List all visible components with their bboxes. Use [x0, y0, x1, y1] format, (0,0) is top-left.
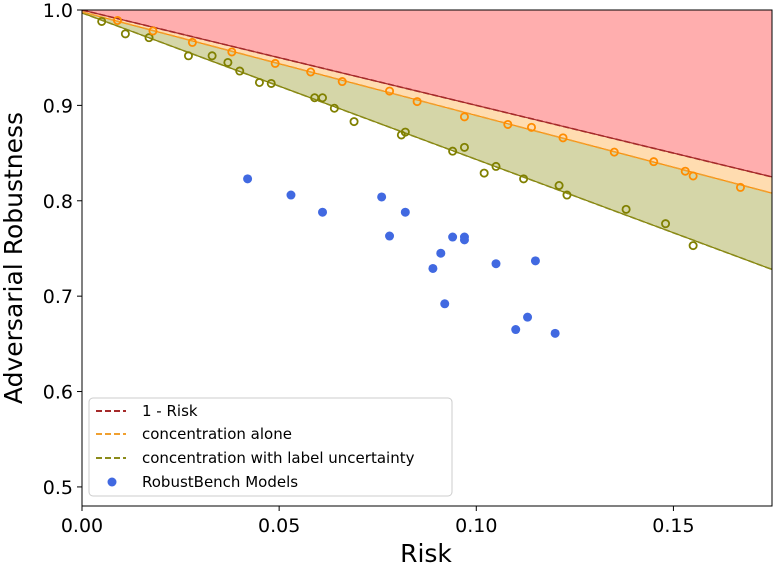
y-axis-title: Adversarial Robustness [0, 112, 28, 404]
robustbench-point [448, 232, 458, 242]
concentration-point [385, 86, 395, 96]
label-uncertainty-point [519, 174, 529, 184]
robustbench-point [511, 325, 521, 335]
label-uncertainty-point [207, 51, 217, 61]
robustbench-point [523, 312, 533, 322]
concentration-point [558, 133, 568, 143]
concentration-point [337, 77, 347, 87]
concentration-point [649, 157, 659, 167]
concentration-point [503, 119, 513, 129]
concentration-point [609, 147, 619, 157]
concentration-point [412, 97, 422, 107]
robustbench-point [550, 328, 560, 338]
label-uncertainty-point [120, 29, 130, 39]
x-tick-label: 0.15 [652, 515, 694, 537]
label-uncertainty-point [448, 146, 458, 156]
y-axis: 0.5 0.6 0.7 0.8 0.9 1.0 [43, 0, 82, 499]
line-risk-dashed [82, 10, 772, 178]
robustbench-point [491, 259, 501, 269]
robustbench-point [440, 299, 450, 309]
legend-label-risk: 1 - Risk [142, 402, 198, 420]
robustbench-point [400, 207, 410, 217]
concentration-point [187, 37, 197, 47]
concentration-point [735, 182, 745, 192]
label-uncertainty-point [329, 103, 339, 113]
x-tick-label: 0.10 [455, 515, 497, 537]
label-uncertainty-point [97, 16, 107, 26]
line-label-uncertainty-dashed [82, 12, 772, 271]
y-tick-label: 0.6 [43, 382, 73, 404]
concentration-point [270, 58, 280, 68]
concentration-point [148, 26, 158, 36]
y-tick-label: 1.0 [43, 0, 73, 22]
label-uncertainty-point [554, 181, 564, 191]
robustbench-point [530, 256, 540, 266]
robustbench-point [459, 235, 469, 245]
robustbench-point [377, 192, 387, 202]
robustbench-point [385, 231, 395, 241]
concentration-point [680, 166, 690, 176]
label-uncertainty-point [318, 93, 328, 103]
robustbench-point [318, 207, 328, 217]
concentration-point [459, 112, 469, 122]
label-uncertainty-point [223, 57, 233, 67]
label-uncertainty-point [459, 142, 469, 152]
concentration-point [112, 15, 122, 25]
plot-frame [81, 9, 773, 507]
robustbench-point [436, 248, 446, 258]
legend-label-robustbench: RobustBench Models [142, 473, 298, 491]
robustbench-point [243, 174, 253, 184]
label-uncertainty-point [562, 190, 572, 200]
x-tick-label: 0.05 [258, 515, 300, 537]
label-uncertainty-point [661, 219, 671, 229]
label-uncertainty-point [349, 117, 359, 127]
legend-label-label-uncertainty: concentration with label uncertainty [142, 449, 415, 467]
robustbench-point [428, 263, 438, 273]
label-uncertainty-point [266, 78, 276, 88]
concentration-point [227, 47, 237, 57]
label-uncertainty-point [235, 66, 245, 76]
x-axis-title: Risk [400, 539, 452, 566]
y-tick-label: 0.9 [43, 95, 73, 117]
label-uncertainty-point [400, 127, 410, 137]
y-tick-label: 0.7 [43, 286, 73, 308]
series-markers [97, 15, 745, 338]
concentration-point [306, 67, 316, 77]
x-tick-label: 0.00 [61, 515, 103, 537]
legend-box [88, 397, 453, 497]
label-uncertainty-point [183, 51, 193, 61]
concentration-point [688, 171, 698, 181]
label-uncertainty-point [688, 241, 698, 251]
robustbench-point [286, 190, 296, 200]
y-tick-label: 0.8 [43, 191, 73, 213]
label-uncertainty-point [254, 77, 264, 87]
label-uncertainty-point [621, 204, 631, 214]
legend-label-concentration: concentration alone [142, 425, 292, 443]
concentration-point [526, 122, 536, 132]
label-uncertainty-point [144, 33, 154, 43]
y-tick-label: 0.5 [43, 477, 73, 499]
label-uncertainty-point [491, 161, 501, 171]
label-uncertainty-point [479, 168, 489, 178]
legend-swatch-robustbench [107, 477, 117, 487]
legend: 1 - Risk concentration alone concentrati… [88, 397, 453, 497]
x-axis: 0.00 0.05 0.10 0.15 [61, 506, 695, 537]
